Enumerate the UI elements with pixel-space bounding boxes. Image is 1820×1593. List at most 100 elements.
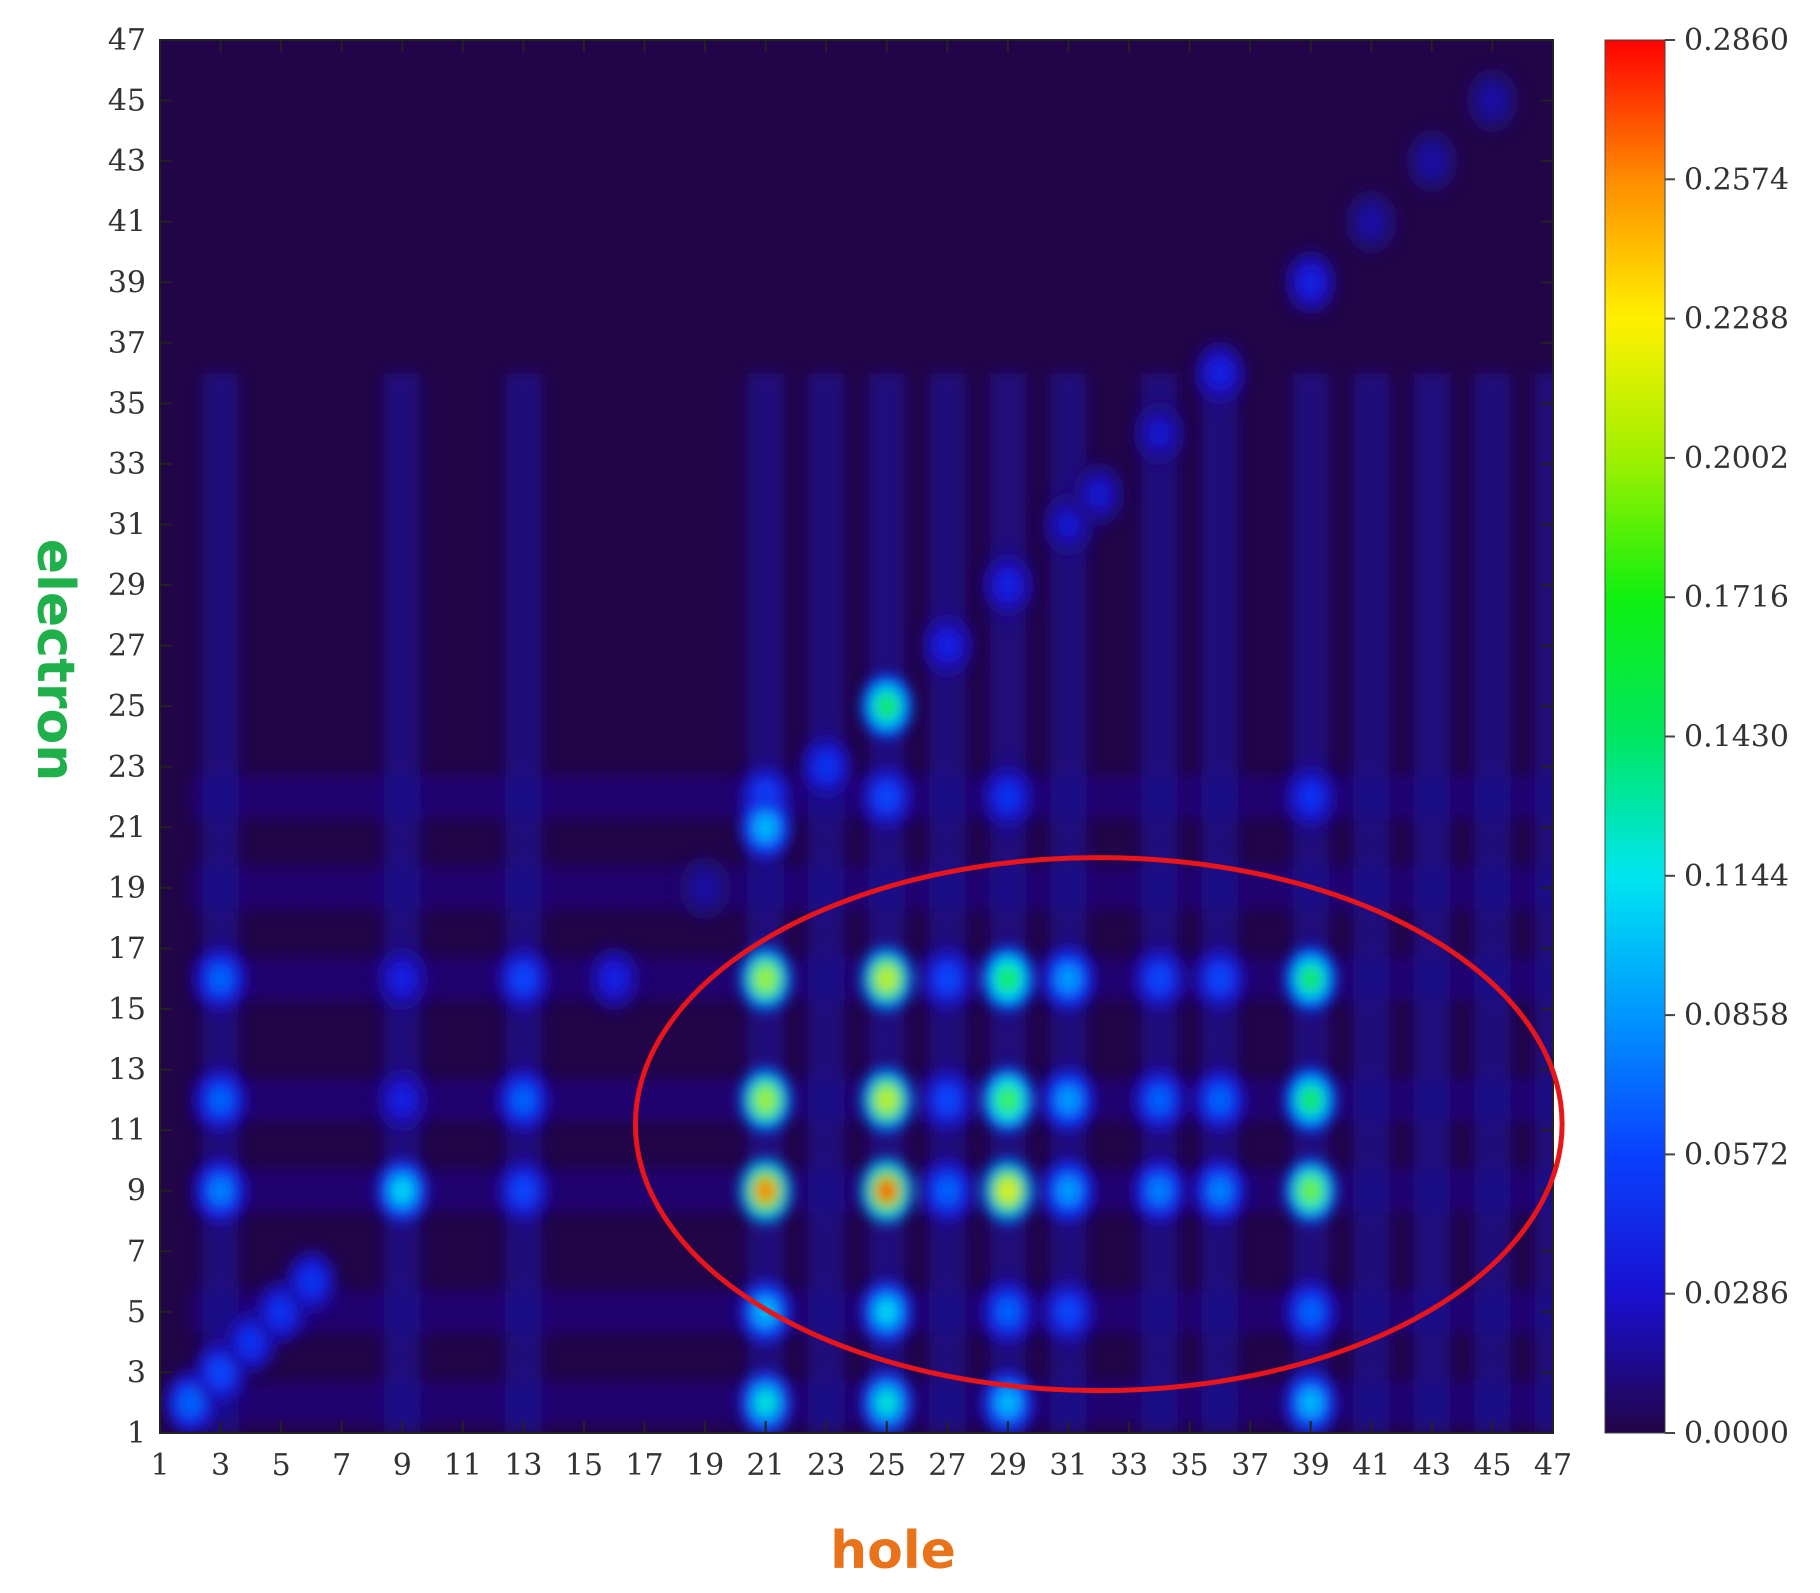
plot-frame [159,39,1554,1434]
heat-cell [997,965,1019,993]
x-tick-label: 17 [625,1448,663,1483]
heat-cell [1209,1086,1231,1114]
diagonal-cell [1299,268,1322,296]
heat-cell [391,1177,414,1205]
heat-cell [936,965,959,993]
x-axis-title: hole [830,1521,956,1581]
colorbar-label: 0.0858 [1684,998,1789,1033]
heat-cell [1299,1177,1322,1205]
x-tick-label: 15 [565,1448,603,1483]
heat-cell [1299,1389,1322,1417]
diagonal-cell [603,965,626,993]
x-tick-label: 31 [1049,1448,1087,1483]
colorbar-gradient [1604,39,1666,1434]
y-axis-title: electron [25,539,85,781]
heat-cell [875,783,898,811]
heat-cell [209,1177,232,1205]
x-tick-label: 43 [1413,1448,1451,1483]
y-tick-label: 7 [127,1234,146,1269]
x-tick-label: 35 [1171,1448,1209,1483]
diagonal-cell [179,1389,202,1417]
heat-cell [754,1389,777,1417]
colorbar-label: 0.2002 [1684,441,1789,476]
x-tick-label: 39 [1292,1448,1330,1483]
x-tick-label: 41 [1352,1448,1390,1483]
diagonal-cell [997,571,1019,599]
y-tick-label: 33 [108,447,146,482]
diagonal-cell [936,632,959,660]
heat-cell [754,813,777,841]
heat-cell [1057,1177,1080,1205]
heat-cell [875,1177,898,1205]
x-tick-label: 9 [393,1448,412,1483]
heat-cell [512,965,535,993]
heat-cell [754,965,777,993]
heat-cell [1057,1298,1080,1326]
heat-cell [512,1177,535,1205]
y-tick-label: 35 [108,386,146,421]
cell-layer [164,68,1519,1433]
heat-cell [1148,965,1171,993]
heat-cell [997,1086,1019,1114]
colorbar-label: 0.2574 [1684,162,1789,197]
heat-cell [1148,1086,1171,1114]
heat-cell [1209,965,1231,993]
y-tick-label: 15 [108,992,146,1027]
x-tick-label: 29 [989,1448,1027,1483]
x-axis-ticks: 1 3 5 7 9 11 13 15 17 19 21 23 25 27 29 31 33 35 37 39 41 43 4… [150,40,1572,1483]
diagonal-cell [694,874,716,902]
y-tick-label: 37 [108,326,146,361]
diagonal-cell [1481,87,1504,114]
heat-cell [754,1086,777,1114]
heat-cell [997,1389,1019,1417]
heat-cell [391,965,414,993]
x-tick-label: 7 [332,1448,351,1483]
heat-cell [875,965,898,993]
x-tick-label: 37 [1231,1448,1269,1483]
diagonal-cell [815,753,838,781]
heat-cell [875,1298,898,1326]
diagonal-cell [270,1298,292,1326]
colorbar-label: 0.1430 [1684,720,1789,755]
y-tick-label: 27 [108,629,146,664]
y-tick-label: 5 [127,1295,146,1330]
y-tick-label: 3 [127,1355,146,1390]
heat-cell [1209,1177,1231,1205]
y-tick-label: 25 [108,689,146,724]
x-tick-label: 19 [686,1448,724,1483]
x-tick-label: 11 [444,1448,482,1483]
diagonal-cell [1148,420,1171,448]
heat-cell [875,1086,898,1114]
y-tick-label: 47 [108,23,146,58]
y-tick-label: 19 [108,871,146,906]
y-tick-label: 31 [108,508,146,543]
colorbar-label: 0.2860 [1684,23,1789,58]
heat-cell [512,1086,535,1114]
y-tick-label: 11 [108,1113,146,1148]
y-tick-label: 43 [108,144,146,179]
x-tick-label: 25 [868,1448,906,1483]
x-tick-label: 1 [150,1448,169,1483]
x-tick-label: 13 [504,1448,542,1483]
diagonal-cell [1087,480,1110,508]
heat-cell [997,1177,1019,1205]
diagonal-cell [1421,147,1443,175]
heat-cell [391,1086,414,1114]
colorbar-label: 0.1144 [1684,859,1789,894]
colorbar-label: 0.2288 [1684,302,1789,337]
x-tick-label: 23 [807,1448,845,1483]
heat-cell [1057,1086,1080,1114]
colorbar: 0.2860 0.2574 0.2288 0.2002 0.1716 0.1430 0.11… [1604,23,1789,1451]
y-tick-label: 29 [108,568,146,603]
colorbar-label: 0.0000 [1684,1416,1789,1451]
heat-cell [1299,1298,1322,1326]
y-tick-label: 17 [108,931,146,966]
y-tick-label: 1 [127,1416,146,1451]
y-tick-label: 13 [108,1053,146,1088]
diagonal-cell [1057,511,1080,538]
y-tick-label: 21 [108,810,146,845]
y-tick-label: 41 [108,205,146,240]
annotation-ellipse [632,855,1565,1394]
x-tick-label: 47 [1534,1448,1572,1483]
